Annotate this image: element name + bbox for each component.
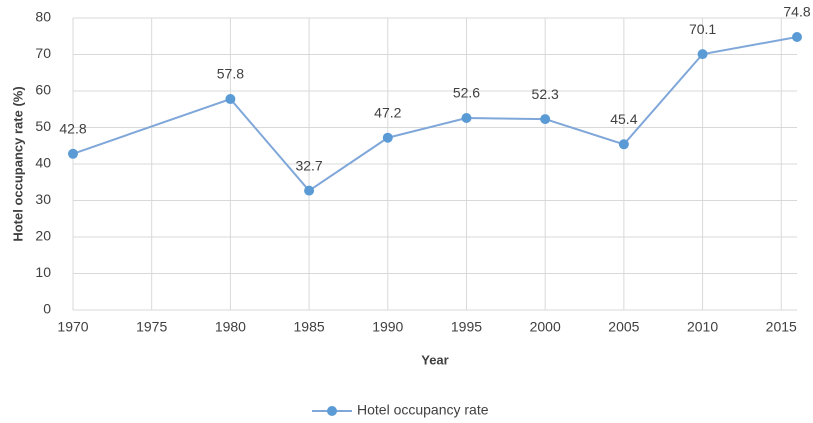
series-line [72,35,798,192]
x-tick-label: 2005 [608,319,639,335]
x-tick-label: 2010 [687,319,718,335]
y-tick-label: 10 [35,264,51,280]
y-tick-label: 0 [43,301,51,317]
y-tick-label: 60 [35,82,51,98]
data-point [618,139,629,150]
x-tick-label: 2000 [530,319,561,335]
x-tick-label: 1970 [57,319,88,335]
data-label: 45.4 [610,111,637,127]
x-tick-label: 2015 [766,319,797,335]
data-point [304,185,315,196]
y-axis-title: Hotel occupancy rate (%) [10,86,25,241]
data-label: 42.8 [59,120,86,136]
y-tick-label: 20 [35,228,51,244]
y-tick-label: 30 [35,191,51,207]
y-tick-label: 80 [35,9,51,25]
data-label: 47.2 [374,104,401,120]
data-label: 70.1 [689,21,716,37]
x-tick-label: 1980 [215,319,246,335]
data-point [225,94,236,105]
data-point [540,114,551,125]
y-tick-label: 70 [35,45,51,61]
data-point [68,148,78,159]
data-label: 52.6 [453,85,480,101]
data-label: 57.8 [217,66,244,82]
data-label: 52.3 [532,86,559,102]
x-tick-label: 1985 [294,319,325,335]
data-point [382,132,393,143]
y-tick-label: 50 [35,118,51,134]
data-point [792,31,802,42]
data-point [697,49,708,60]
x-tick-label: 1975 [136,319,167,335]
data-label: 32.7 [295,157,322,173]
x-axis-title: Year [421,352,448,367]
x-tick-label: 1990 [372,319,403,335]
data-label: 74.8 [783,4,810,20]
data-point [461,113,472,124]
x-tick-label: 1995 [451,319,482,335]
legend-label: Hotel occupancy rate [357,402,489,418]
y-tick-label: 40 [35,155,51,171]
legend-marker [327,406,337,416]
